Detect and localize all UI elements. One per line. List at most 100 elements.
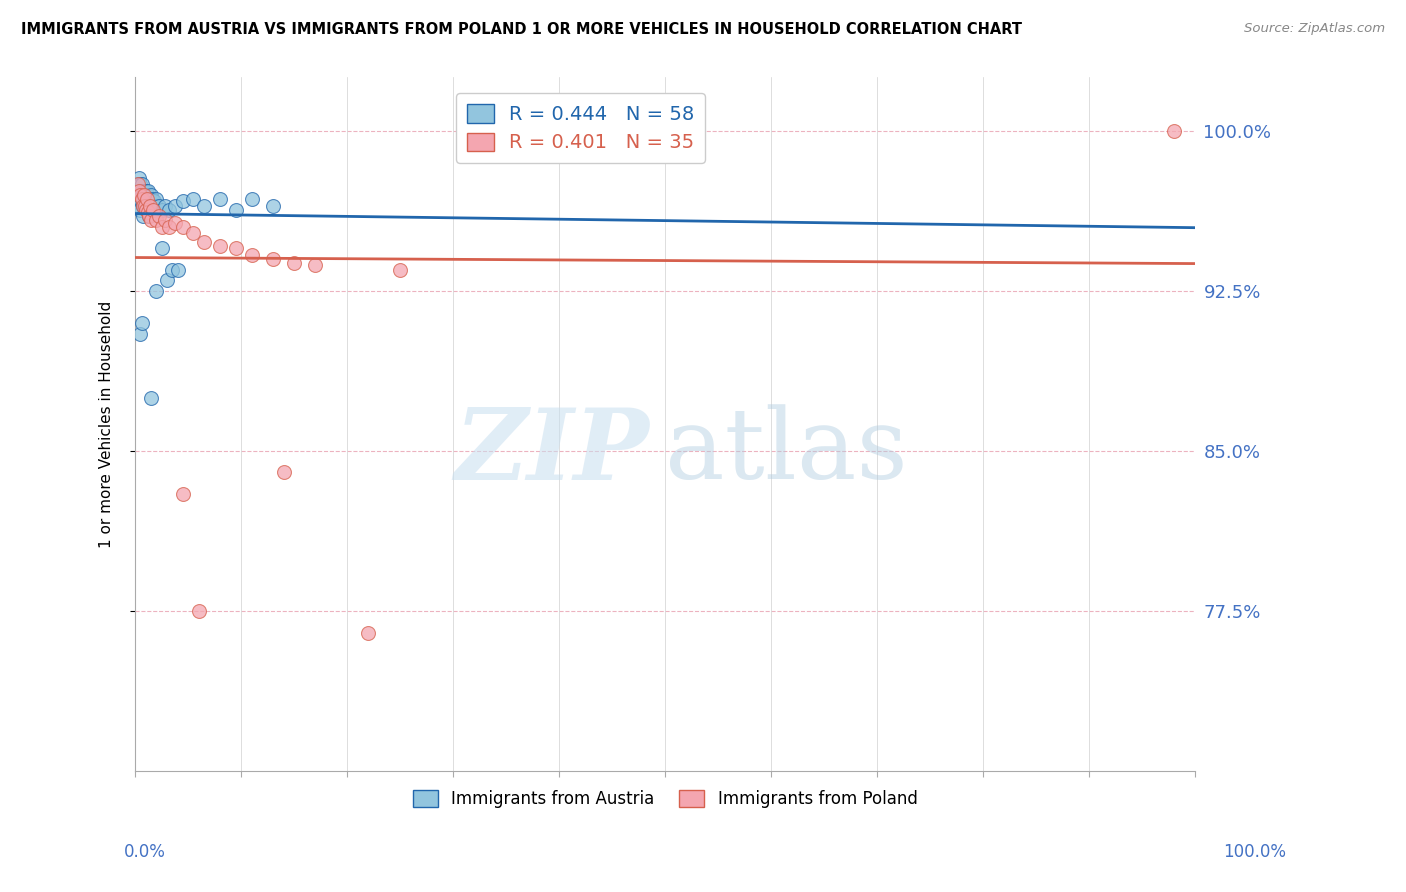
- Point: [128, 187, 150, 202]
- Point: [142, 202, 165, 217]
- Point: [132, 198, 155, 212]
- Text: Source: ZipAtlas.com: Source: ZipAtlas.com: [1244, 22, 1385, 36]
- Point: [131, 192, 153, 206]
- Text: 0.0%: 0.0%: [124, 843, 166, 861]
- Point: [136, 184, 159, 198]
- Point: [150, 219, 173, 234]
- Point: [129, 187, 152, 202]
- Point: [143, 198, 166, 212]
- Point: [172, 219, 194, 234]
- Point: [132, 187, 155, 202]
- Point: [135, 184, 157, 198]
- Point: [240, 192, 263, 206]
- Text: ZIP: ZIP: [454, 404, 650, 500]
- Point: [129, 192, 152, 206]
- Point: [131, 192, 153, 206]
- Point: [262, 198, 284, 212]
- Point: [157, 219, 180, 234]
- Point: [138, 198, 160, 212]
- Point: [145, 192, 167, 206]
- Point: [240, 247, 263, 261]
- Point: [153, 198, 176, 212]
- Point: [135, 192, 157, 206]
- Point: [131, 198, 153, 212]
- Point: [139, 192, 162, 206]
- Point: [134, 198, 156, 212]
- Point: [129, 187, 152, 202]
- Point: [135, 187, 157, 202]
- Point: [139, 391, 162, 405]
- Point: [139, 198, 162, 212]
- Point: [129, 202, 152, 217]
- Point: [150, 241, 173, 255]
- Point: [134, 187, 156, 202]
- Point: [172, 194, 194, 209]
- Point: [156, 273, 179, 287]
- Point: [187, 604, 209, 618]
- Point: [225, 202, 247, 217]
- Y-axis label: 1 or more Vehicles in Household: 1 or more Vehicles in Household: [100, 301, 114, 548]
- Point: [131, 209, 153, 223]
- Point: [145, 213, 167, 227]
- Point: [150, 202, 173, 217]
- Point: [193, 235, 215, 249]
- Point: [131, 178, 153, 192]
- Point: [131, 316, 153, 330]
- Point: [136, 194, 159, 209]
- Point: [304, 258, 326, 272]
- Point: [162, 262, 184, 277]
- Point: [127, 178, 149, 192]
- Point: [166, 262, 188, 277]
- Point: [129, 178, 152, 192]
- Point: [131, 184, 153, 198]
- Text: atlas: atlas: [665, 404, 908, 500]
- Text: IMMIGRANTS FROM AUSTRIA VS IMMIGRANTS FROM POLAND 1 OR MORE VEHICLES IN HOUSEHOL: IMMIGRANTS FROM AUSTRIA VS IMMIGRANTS FR…: [21, 22, 1022, 37]
- Point: [139, 213, 162, 227]
- Point: [141, 192, 163, 206]
- Point: [138, 209, 160, 223]
- Point: [172, 487, 194, 501]
- Point: [357, 625, 380, 640]
- Point: [208, 192, 231, 206]
- Point: [145, 284, 167, 298]
- Point: [131, 187, 153, 202]
- Point: [132, 192, 155, 206]
- Point: [142, 198, 165, 212]
- Point: [134, 196, 156, 211]
- Point: [136, 205, 159, 219]
- Point: [183, 227, 205, 241]
- Point: [135, 201, 157, 215]
- Point: [153, 213, 176, 227]
- Point: [165, 198, 187, 212]
- Point: [131, 198, 153, 212]
- Point: [138, 209, 160, 223]
- Point: [148, 198, 170, 212]
- Point: [139, 187, 162, 202]
- Point: [143, 194, 166, 209]
- Point: [129, 326, 152, 341]
- Point: [157, 202, 180, 217]
- Point: [208, 239, 231, 253]
- Point: [127, 178, 149, 192]
- Point: [262, 252, 284, 266]
- Point: [148, 209, 170, 223]
- Point: [129, 187, 152, 202]
- Point: [225, 241, 247, 255]
- Point: [128, 198, 150, 212]
- Point: [273, 466, 295, 480]
- Point: [389, 262, 412, 277]
- Text: 100.0%: 100.0%: [1223, 843, 1286, 861]
- Point: [165, 216, 187, 230]
- Point: [193, 198, 215, 212]
- Point: [135, 198, 157, 212]
- Point: [1163, 124, 1185, 138]
- Point: [135, 192, 157, 206]
- Point: [127, 184, 149, 198]
- Point: [128, 184, 150, 198]
- Legend: Immigrants from Austria, Immigrants from Poland: Immigrants from Austria, Immigrants from…: [406, 783, 924, 815]
- Point: [135, 202, 157, 217]
- Point: [128, 170, 150, 185]
- Point: [132, 184, 155, 198]
- Point: [283, 256, 305, 270]
- Point: [183, 192, 205, 206]
